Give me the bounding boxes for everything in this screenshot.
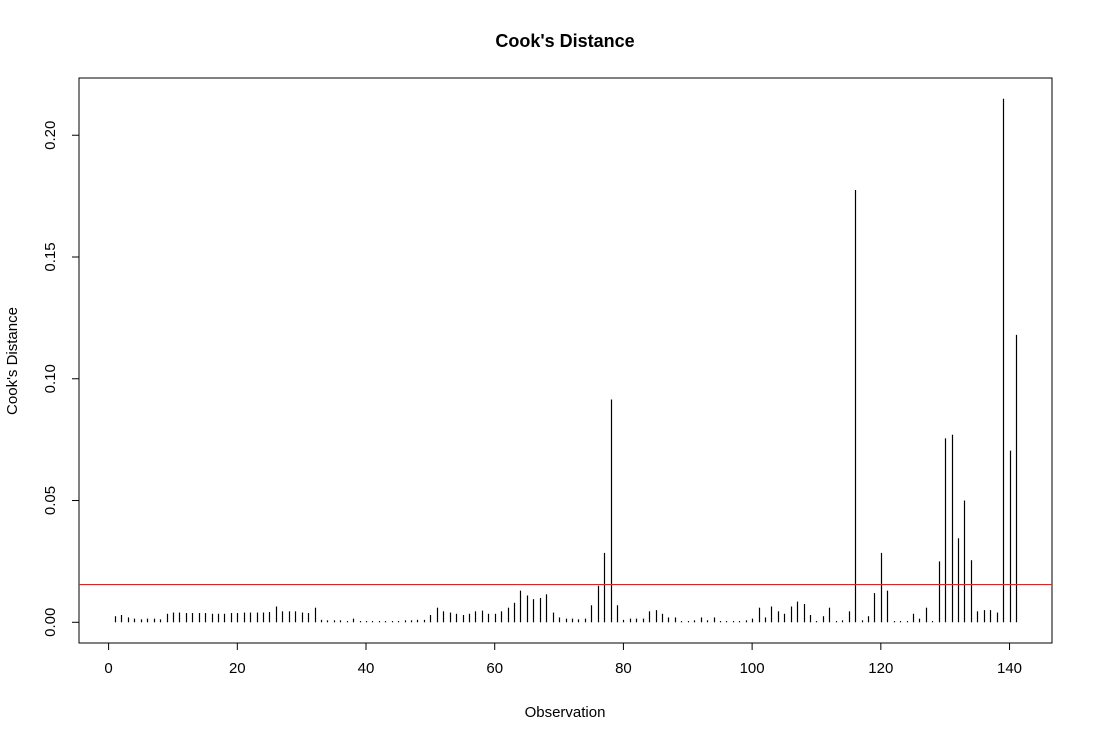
y-axis-label: Cook's Distance [4, 307, 21, 415]
y-tick-label: 0.10 [42, 364, 59, 393]
plot-frame [78, 77, 1053, 644]
x-tick-label: 60 [486, 660, 503, 677]
x-tick-label: 100 [740, 660, 765, 677]
x-tick-label: 20 [229, 660, 246, 677]
y-axis: 0.00 0.05 0.10 0.15 0.20 [42, 121, 80, 637]
y-tick-label: 0.20 [42, 121, 59, 150]
y-tick-label: 0.15 [42, 242, 59, 271]
x-tick-label: 0 [104, 660, 112, 677]
y-tick-label: 0.00 [42, 608, 59, 637]
chart-title: Cook's Distance [495, 31, 634, 51]
x-tick-label: 40 [358, 660, 375, 677]
x-tick-label: 120 [868, 660, 893, 677]
x-tick-label: 80 [615, 660, 632, 677]
stems [114, 98, 1018, 623]
x-tick-label: 140 [997, 660, 1022, 677]
x-axis: 0 20 40 60 80 100 120 140 [104, 642, 1022, 677]
y-tick-label: 0.05 [42, 486, 59, 515]
x-axis-label: Observation [525, 704, 606, 721]
